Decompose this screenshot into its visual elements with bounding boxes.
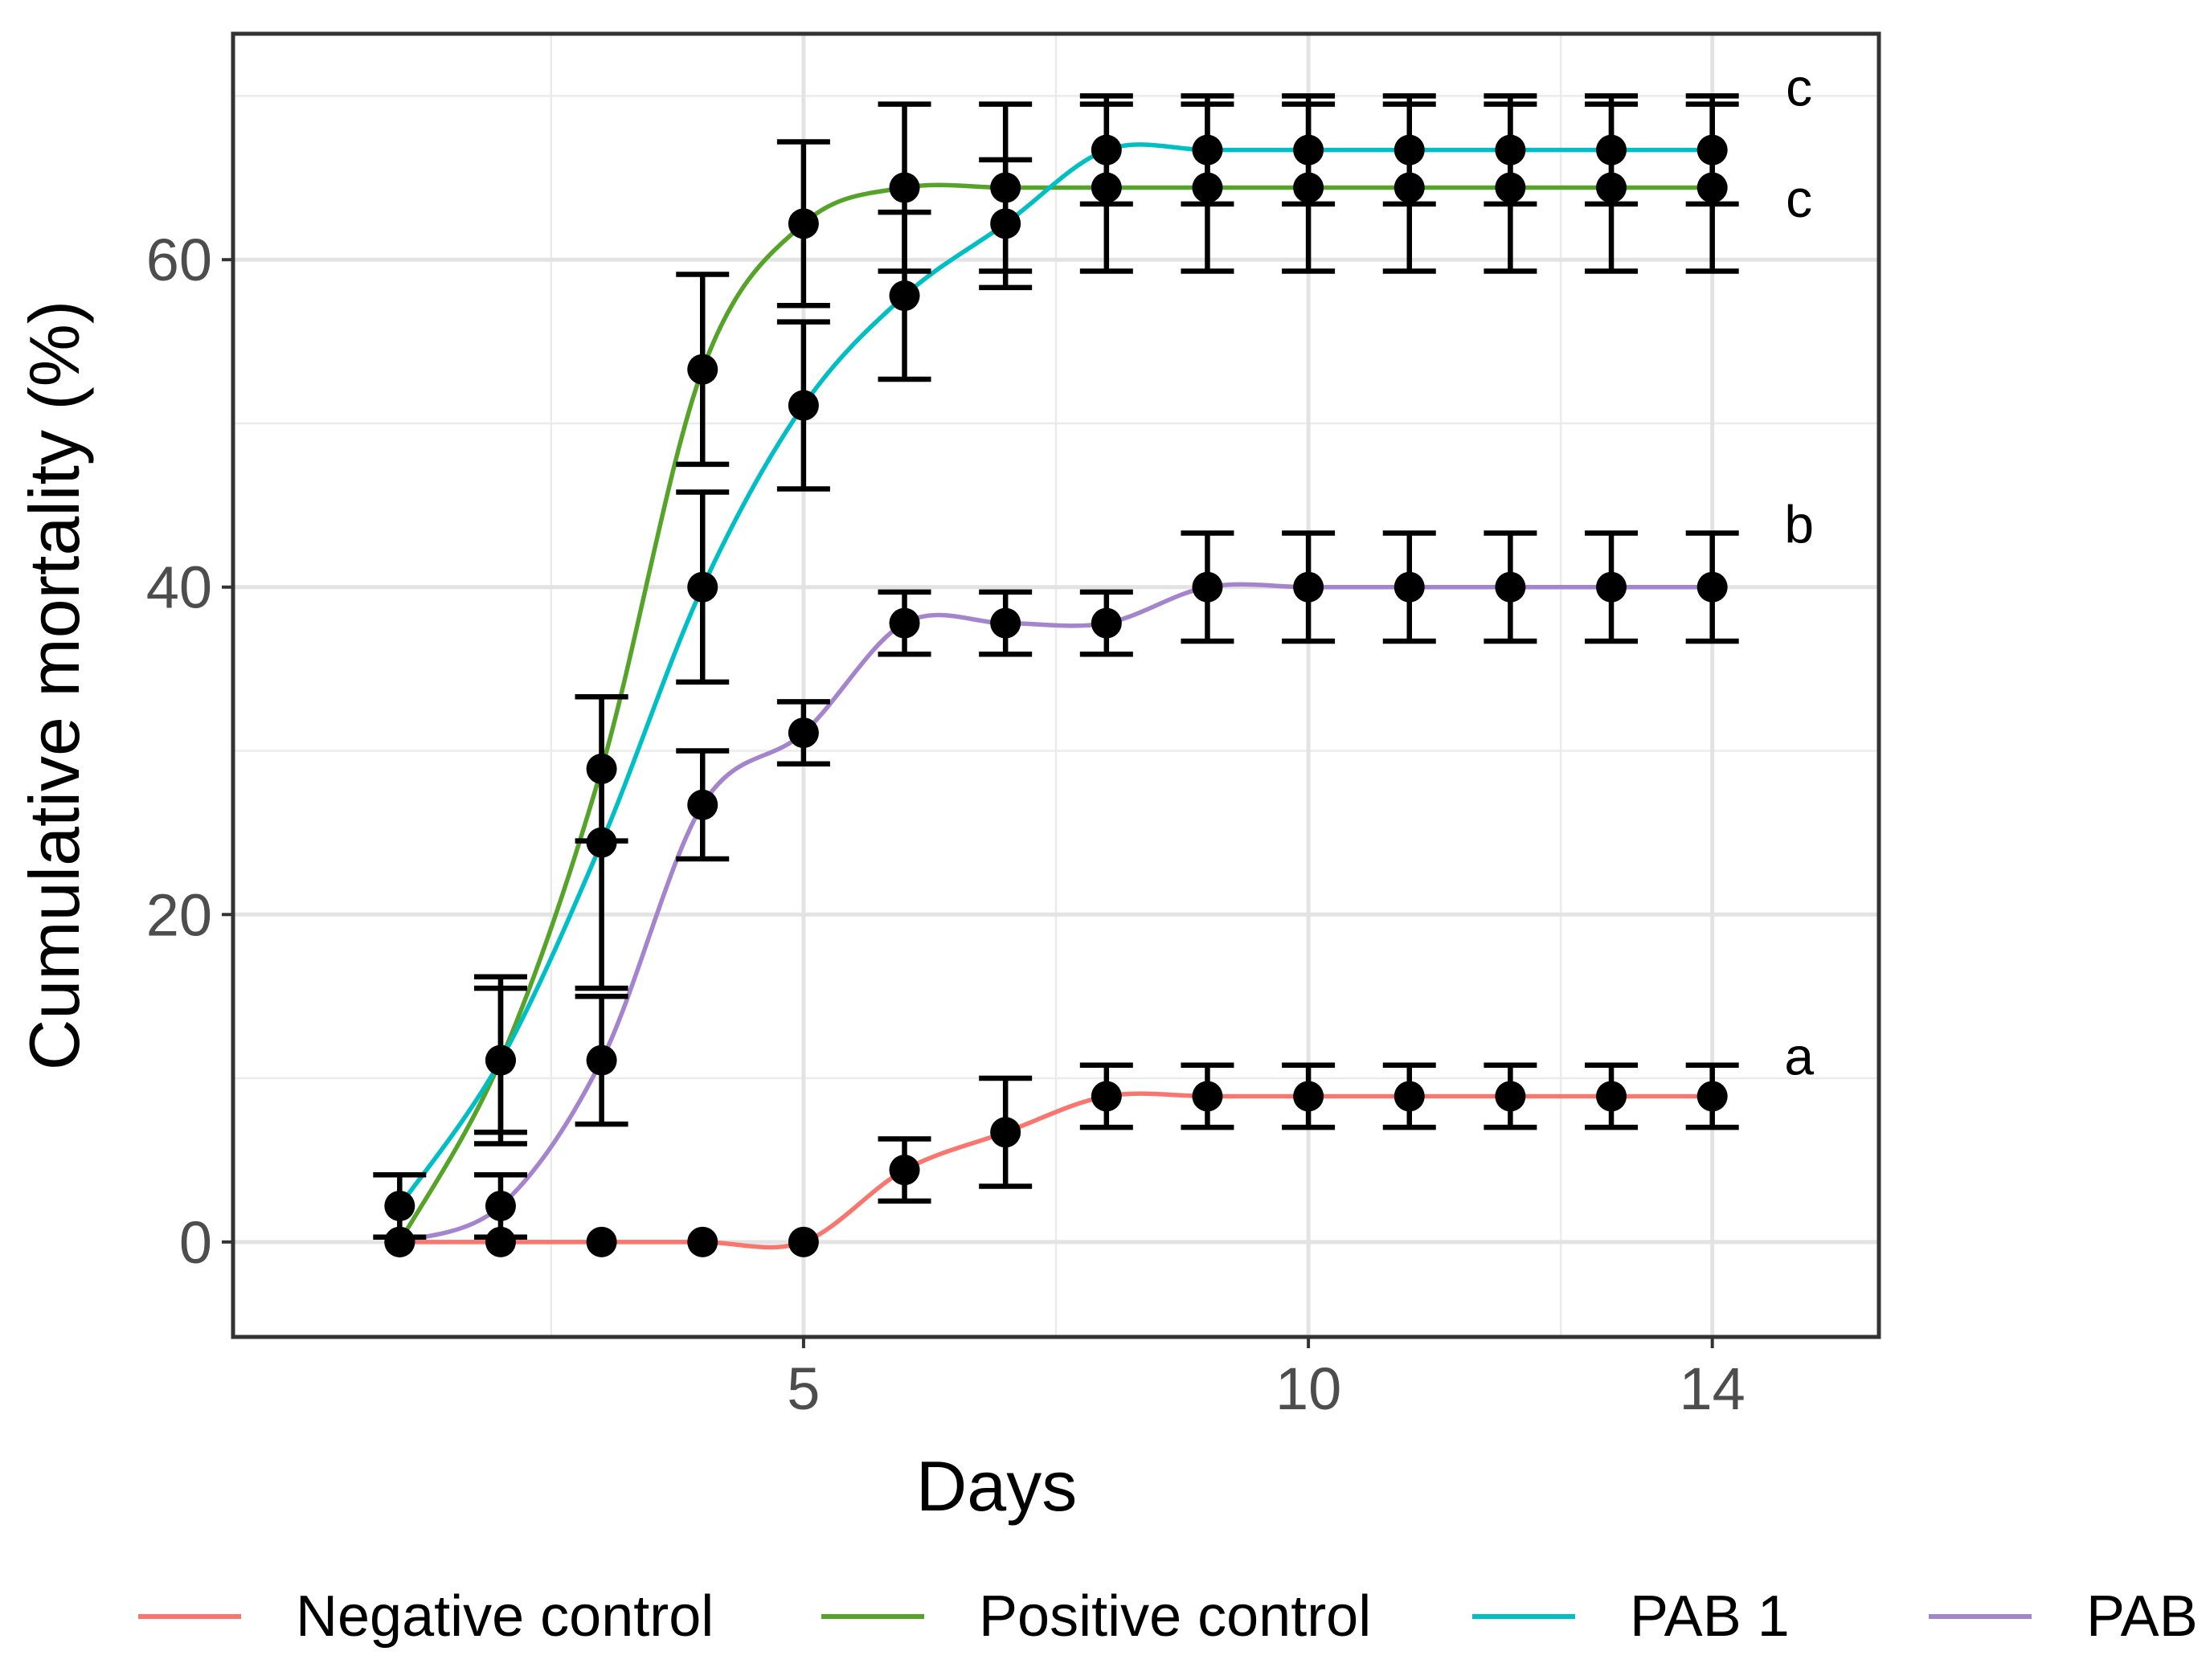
data-point-negative-control	[1495, 1081, 1526, 1112]
data-point-pab-1	[384, 1190, 415, 1221]
y-axis-title: Cumulative mortality (%)	[14, 300, 94, 1070]
x-tick-label: 10	[1275, 1355, 1341, 1422]
data-point-positive-control	[687, 354, 718, 385]
data-point-pab-2	[1596, 571, 1627, 603]
series-line-pab-1	[398, 142, 1713, 1208]
data-point-pab-2	[788, 717, 819, 749]
legend-item: Negative control	[138, 1584, 714, 1649]
x-tick-label: 5	[787, 1355, 820, 1422]
legend-label: PAB 2	[2086, 1584, 2210, 1649]
data-point-pab-2	[1091, 607, 1122, 639]
data-point-pab-2	[485, 1190, 516, 1221]
data-point-negative-control	[889, 1155, 920, 1186]
data-point-negative-control	[1192, 1081, 1223, 1112]
data-point-pab-1	[990, 208, 1021, 239]
legend-item: PAB 2	[1929, 1584, 2210, 1649]
legend-label: Positive control	[979, 1584, 1371, 1649]
significance-labels: cc b a	[1784, 57, 1814, 1085]
y-tick-label: 0	[179, 1209, 212, 1276]
axes-layer: 0 20 40 60 5 10 14	[146, 227, 1745, 1422]
plot-panel-border	[231, 31, 1881, 1339]
data-point-pab-2	[1293, 571, 1324, 603]
data-point-pab-1	[1495, 134, 1526, 166]
significance-label: b	[1784, 494, 1814, 554]
data-point-negative-control	[1293, 1081, 1324, 1112]
y-tick-label: 60	[146, 227, 212, 293]
y-tick-label: 40	[146, 554, 212, 621]
data-point-positive-control	[889, 172, 920, 203]
x-axis-title: Days	[916, 1446, 1078, 1526]
data-point-positive-control	[990, 172, 1021, 203]
data-point-positive-control	[1091, 172, 1122, 203]
data-point-pab-2	[1495, 571, 1526, 603]
data-point-pab-2	[1696, 571, 1728, 603]
legend: Negative control Positive control PAB 1 PAB…	[138, 1584, 2210, 1649]
data-point-negative-control	[586, 1226, 617, 1257]
data-point-positive-control	[1293, 172, 1324, 203]
data-point-pab-1	[1696, 134, 1728, 166]
legend-item: Positive control	[821, 1584, 1371, 1649]
data-point-pab-2	[687, 789, 718, 820]
data-point-positive-control	[586, 753, 617, 784]
data-point-positive-control	[1596, 172, 1627, 203]
data-point-negative-control	[1596, 1081, 1627, 1112]
data-point-pab-1	[1293, 134, 1324, 166]
data-point-negative-control	[1394, 1081, 1425, 1112]
data-point-negative-control	[990, 1117, 1021, 1148]
data-point-pab-2	[990, 607, 1021, 639]
data-point-negative-control	[1091, 1081, 1122, 1112]
data-point-pab-1	[889, 280, 920, 312]
significance-label: c	[1786, 169, 1812, 228]
data-point-positive-control	[1495, 172, 1526, 203]
data-point-pab-1	[788, 390, 819, 421]
data-point-negative-control	[687, 1226, 718, 1257]
data-point-positive-control	[788, 208, 819, 239]
data-point-pab-1	[1596, 134, 1627, 166]
data-point-pab-2	[384, 1226, 415, 1257]
data-point-pab-2	[1394, 571, 1425, 603]
data-point-pab-2	[1192, 571, 1223, 603]
data-point-pab-1	[687, 571, 718, 603]
data-point-positive-control	[1192, 172, 1223, 203]
data-point-pab-2	[586, 1044, 617, 1076]
data-points-layer	[384, 134, 1728, 1257]
legend-label: PAB 1	[1630, 1584, 1790, 1649]
legend-label: Negative control	[296, 1584, 714, 1649]
y-tick-label: 20	[146, 881, 212, 948]
data-point-pab-1	[586, 827, 617, 858]
significance-label: c	[1786, 57, 1812, 116]
data-point-negative-control	[788, 1226, 819, 1257]
significance-label: a	[1784, 1027, 1814, 1086]
data-point-negative-control	[1696, 1081, 1728, 1112]
x-tick-label: 14	[1680, 1355, 1745, 1422]
data-point-pab-1	[1394, 134, 1425, 166]
data-point-pab-1	[485, 1044, 516, 1076]
data-point-negative-control	[485, 1226, 516, 1257]
data-point-pab-1	[1091, 134, 1122, 166]
series-line-positive-control	[397, 182, 1713, 1244]
data-point-pab-1	[1192, 134, 1223, 166]
legend-item: PAB 1	[1472, 1584, 1790, 1649]
data-point-pab-2	[889, 607, 920, 639]
data-point-positive-control	[1394, 172, 1425, 203]
data-point-positive-control	[1696, 172, 1728, 203]
